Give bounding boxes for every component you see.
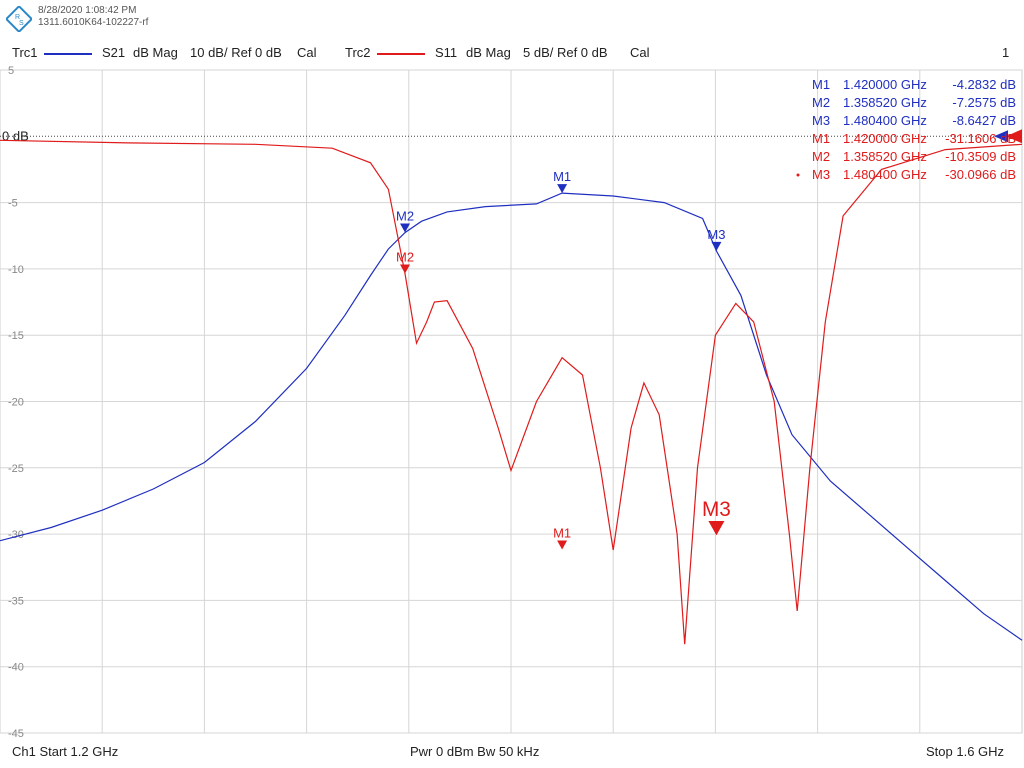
timestamp-block: 8/28/2020 1:08:42 PM 1311.6010K64-102227… bbox=[38, 5, 148, 29]
trace-s21 bbox=[0, 192, 1023, 641]
trace2-name[interactable]: Trc2 bbox=[345, 45, 371, 60]
trace2-scale[interactable]: 5 dB/ Ref 0 dB bbox=[523, 45, 608, 60]
y-tick-label: -45 bbox=[8, 728, 24, 740]
y-tick-label: -15 bbox=[8, 330, 24, 342]
trace1-param[interactable]: S21 bbox=[102, 45, 126, 60]
readout-label: M3 bbox=[812, 167, 830, 182]
readout-value: -31.1606 dB bbox=[945, 131, 1016, 146]
marker-label: M3 bbox=[707, 227, 725, 242]
channel-index[interactable]: 1 bbox=[1002, 45, 1010, 60]
readout-label: M2 bbox=[812, 95, 830, 110]
trace1-ref-arrow-icon bbox=[994, 130, 1008, 143]
readout-value: -30.0966 dB bbox=[945, 167, 1016, 182]
footer-start[interactable]: Ch1 Start 1.2 GHz bbox=[12, 744, 119, 759]
svg-text:R: R bbox=[15, 14, 20, 21]
readout-label: M3 bbox=[812, 113, 830, 128]
footer-power-bw[interactable]: Pwr 0 dBm Bw 50 kHz bbox=[410, 744, 540, 759]
trace2-param[interactable]: S11 bbox=[435, 45, 458, 60]
readout-value: -10.3509 dB bbox=[945, 149, 1016, 164]
readout-value: -7.2575 dB bbox=[952, 95, 1016, 110]
readout-freq: 1.420000 GHz bbox=[843, 77, 927, 92]
readout-value: -8.6427 dB bbox=[952, 113, 1016, 128]
trace1-name[interactable]: Trc1 bbox=[12, 45, 38, 60]
readout-freq: 1.420000 GHz bbox=[843, 131, 927, 146]
y-tick-label: -10 bbox=[8, 264, 24, 276]
svg-text:S: S bbox=[19, 20, 24, 27]
marker-m2-s21 bbox=[400, 223, 411, 233]
marker-label: M1 bbox=[553, 169, 571, 184]
marker-m1-s11 bbox=[557, 540, 568, 550]
footer-stop[interactable]: Stop 1.6 GHz bbox=[926, 744, 1005, 759]
marker-m1-s21 bbox=[557, 184, 568, 194]
trace2-ref-arrow-icon bbox=[1006, 129, 1022, 144]
marker-label: M1 bbox=[553, 525, 571, 540]
trace1-format[interactable]: dB Mag bbox=[133, 45, 178, 60]
trace2-format[interactable]: dB Mag bbox=[466, 45, 511, 60]
file-id: 1311.6010K64-102227-rf bbox=[38, 17, 149, 28]
rs-logo-icon: R S bbox=[6, 6, 32, 32]
readout-freq: 1.358520 GHz bbox=[843, 149, 927, 164]
y-tick-label: -25 bbox=[8, 463, 24, 475]
marker-m2-s11 bbox=[400, 264, 411, 274]
readout-value: -4.2832 dB bbox=[952, 77, 1016, 92]
timestamp: 8/28/2020 1:08:42 PM bbox=[38, 5, 137, 16]
ref-label: 0 dB bbox=[2, 128, 29, 143]
marker-label: M2 bbox=[396, 250, 414, 265]
marker-m3-s11 bbox=[708, 520, 725, 536]
y-tick-label: -40 bbox=[8, 662, 24, 674]
readout-label: M1 bbox=[812, 131, 830, 146]
trace2-cal: Cal bbox=[630, 45, 650, 60]
y-tick-label: -20 bbox=[8, 397, 24, 409]
trace2-legend-line bbox=[377, 53, 425, 55]
trace1-scale[interactable]: 10 dB/ Ref 0 dB bbox=[190, 45, 282, 60]
active-marker-dot-icon bbox=[796, 173, 800, 177]
marker-label: M3 bbox=[702, 498, 731, 521]
trace1-cal: Cal bbox=[297, 45, 317, 60]
marker-label: M2 bbox=[396, 209, 414, 224]
trace1-legend-line bbox=[44, 53, 92, 55]
readout-label: M2 bbox=[812, 149, 830, 164]
readout-freq: 1.480400 GHz bbox=[843, 113, 927, 128]
readout-freq: 1.480400 GHz bbox=[843, 167, 927, 182]
y-tick-label: 5 bbox=[8, 65, 14, 77]
marker-m3-s21 bbox=[711, 241, 722, 251]
readout-freq: 1.358520 GHz bbox=[843, 95, 927, 110]
y-tick-label: -35 bbox=[8, 595, 24, 607]
y-tick-label: -5 bbox=[8, 198, 18, 210]
readout-label: M1 bbox=[812, 77, 830, 92]
